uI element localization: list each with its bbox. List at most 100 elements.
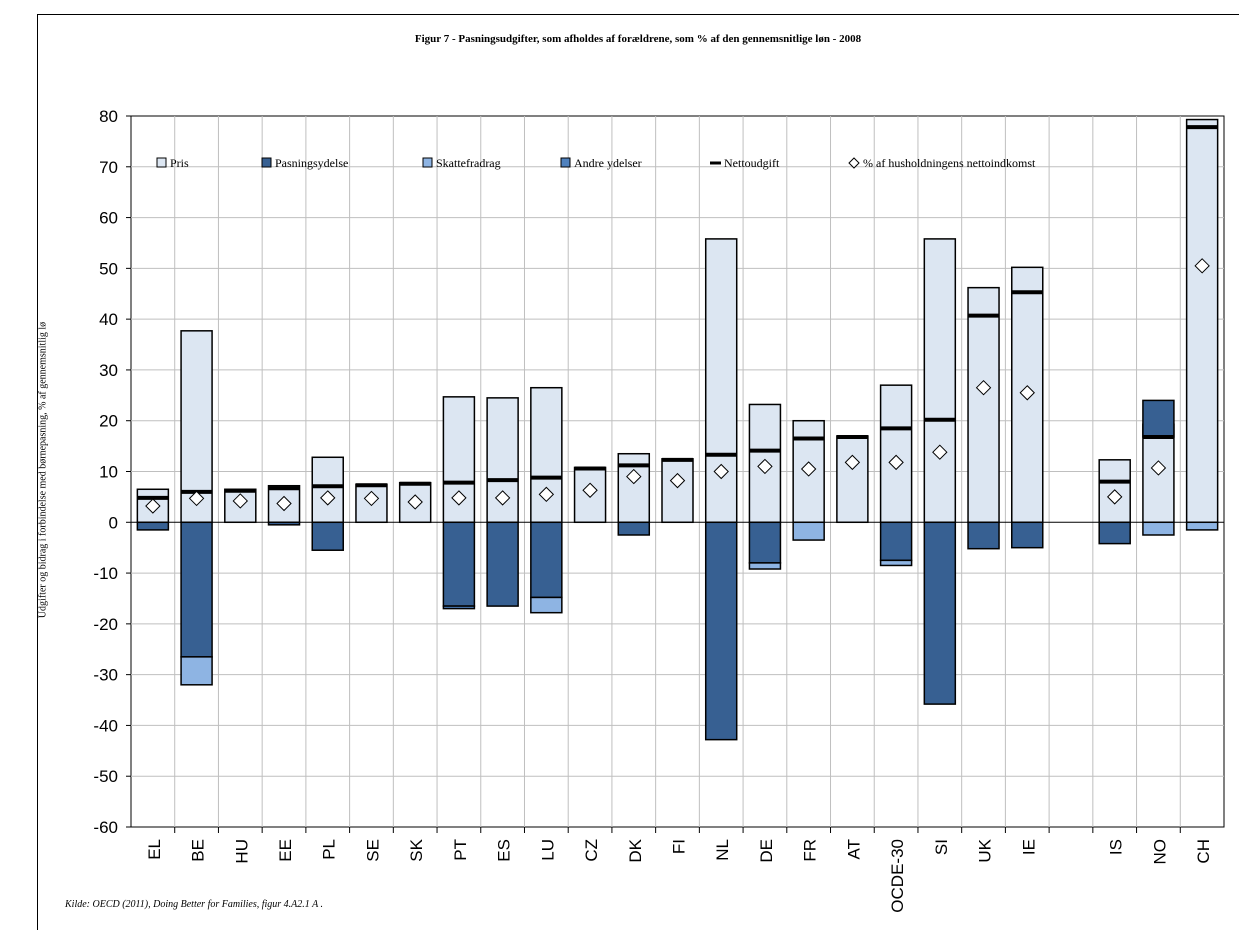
x-tick-label: CH [1194, 839, 1213, 864]
legend-swatch [848, 157, 860, 169]
x-tick-label: IE [1019, 839, 1038, 855]
marker-husholdning [538, 486, 555, 503]
bar-pris [704, 238, 738, 524]
bar-pris [879, 384, 913, 524]
chart-frame [37, 14, 1239, 930]
x-tick-label: FR [801, 839, 820, 862]
y-tick-label: 10 [99, 463, 118, 482]
x-tick-label: IS [1107, 839, 1126, 855]
marker-husholdning [451, 490, 467, 506]
x-tick-label: SI [932, 839, 951, 855]
y-tick-label: -40 [93, 716, 118, 735]
legend-swatch [261, 157, 272, 168]
legend-swatch [422, 157, 433, 168]
marker-husholdning [888, 454, 904, 471]
marker-husholdning [800, 461, 817, 477]
y-tick-label: -30 [93, 666, 118, 685]
y-tick-label: -50 [93, 767, 118, 786]
legend-label: Pasningsydelse [275, 156, 348, 170]
bar-pasningsydelse [136, 521, 170, 531]
marker-husholdning [1194, 258, 1210, 274]
marker-husholdning [757, 458, 773, 475]
bar-pasningsydelse [486, 521, 519, 607]
bar-pris [661, 458, 694, 524]
marker-husholdning [232, 493, 249, 509]
y-tick-label: 20 [99, 412, 118, 431]
marker-husholdning [844, 454, 861, 471]
x-tick-label: SE [363, 839, 382, 862]
bar-pasningsydelse [1098, 521, 1131, 545]
bar-pris [967, 286, 1000, 524]
bar-pris [311, 456, 344, 524]
marker-husholdning [276, 495, 292, 512]
legend-label: Skattefradrag [436, 156, 501, 170]
legend-swatch [560, 157, 571, 168]
bar-pris [530, 386, 563, 524]
bar-skattefradrag [792, 521, 825, 541]
bar-pasningsydelse [311, 521, 344, 551]
marker-husholdning [1150, 460, 1167, 476]
x-tick-label: ES [495, 839, 514, 862]
marker-husholdning [494, 490, 511, 506]
y-tick-label: 0 [109, 513, 118, 532]
bar-pasningsydelse [704, 521, 738, 741]
bar-pasningsydelse [1142, 399, 1175, 438]
bar-andre-ydelser [442, 605, 476, 610]
marker-husholdning [363, 490, 380, 507]
x-tick-label: AT [844, 839, 863, 859]
bar-pasningsydelse [923, 521, 957, 705]
bar-pasningsydelse [879, 521, 913, 562]
legend-label: Pris [170, 156, 189, 170]
bar-skattefradrag [1142, 521, 1175, 536]
marker-husholdning [626, 468, 642, 485]
bar-pris [1185, 118, 1219, 524]
legend-label: Nettoudgift [724, 156, 780, 170]
x-tick-label: DE [757, 839, 776, 863]
y-tick-label: 30 [99, 361, 118, 380]
marker-husholdning [145, 498, 161, 514]
x-tick-label: BE [189, 839, 208, 862]
bar-skattefradrag [1185, 521, 1219, 531]
y-tick-label: 70 [99, 158, 118, 177]
bar-pasningsydelse [967, 521, 1000, 550]
bar-pasningsydelse [442, 521, 476, 607]
marker-husholdning [1019, 385, 1035, 401]
bar-pris [573, 466, 607, 524]
x-tick-label: SK [407, 838, 426, 861]
marker-husholdning [320, 490, 336, 506]
bar-pasningsydelse [180, 521, 213, 658]
bar-pris [836, 435, 869, 524]
x-tick-label: HU [232, 839, 251, 864]
bar-skattefradrag [748, 562, 782, 570]
y-tick-label: 60 [99, 209, 118, 228]
y-tick-label: -60 [93, 818, 118, 837]
x-tick-label: NL [713, 839, 732, 861]
x-tick-label: PT [451, 839, 470, 861]
bar-pasningsydelse [617, 521, 651, 536]
source-note: Kilde: OECD (2011), Doing Better for Fam… [65, 899, 324, 910]
chart-title: Figur 7 - Pasningsudgifter, som afholdes… [414, 33, 862, 45]
x-tick-label: DK [626, 838, 645, 862]
marker-husholdning [407, 494, 423, 510]
x-tick-label: CZ [582, 839, 601, 862]
legend-label: Andre ydelser [574, 156, 642, 170]
y-tick-label: 50 [99, 259, 118, 278]
y-tick-label: -20 [93, 615, 118, 634]
legend-swatch [156, 157, 167, 168]
x-tick-label: UK [976, 838, 995, 862]
y-tick-label: 80 [99, 107, 118, 126]
x-tick-label: LU [538, 839, 557, 861]
marker-husholdning [669, 472, 686, 489]
y-tick-label: -10 [93, 564, 118, 583]
marker-husholdning [582, 482, 598, 498]
bar-pasningsydelse [1011, 521, 1044, 549]
bar-pasningsydelse [748, 521, 782, 564]
bar-pris [923, 238, 957, 524]
x-tick-label: NO [1150, 839, 1169, 865]
bar-skattefradrag [530, 596, 563, 614]
x-tick-label: EE [276, 839, 295, 862]
marker-husholdning [975, 379, 992, 396]
x-tick-label: EL [145, 839, 164, 860]
x-tick-label: FI [670, 839, 689, 854]
